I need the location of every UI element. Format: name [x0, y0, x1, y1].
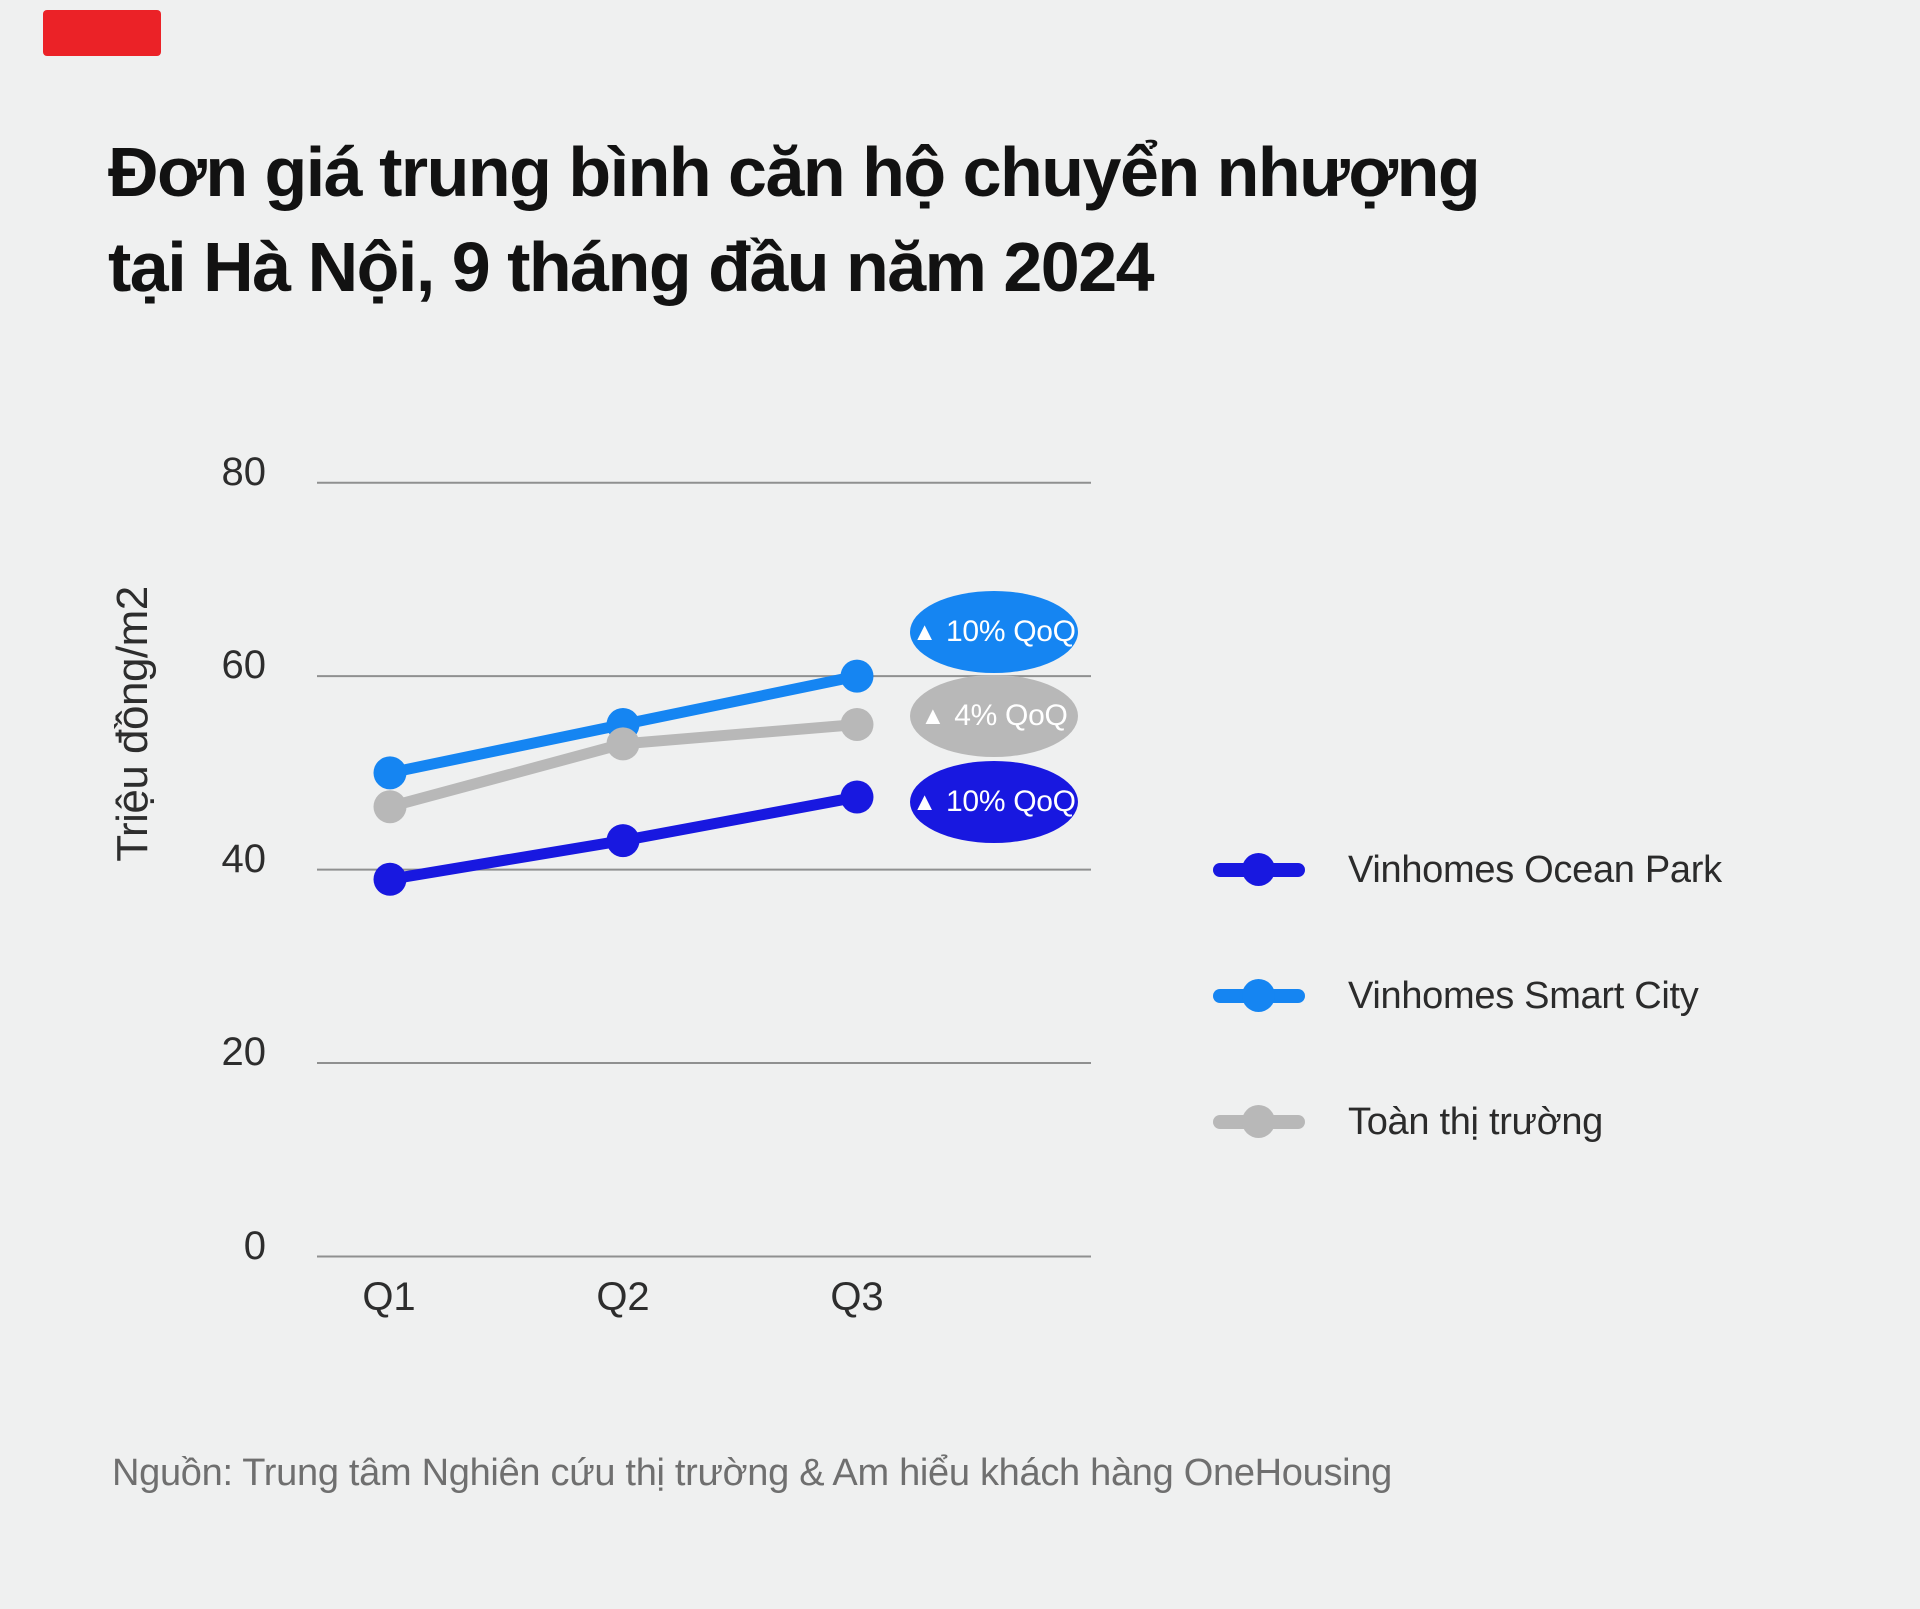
y-tick-label-20: 20: [221, 1030, 267, 1074]
data-point: [606, 824, 640, 858]
legend-label: Vinhomes Smart City: [1348, 975, 1699, 1017]
qoq-badge-market: ▲ 4% QoQ: [910, 675, 1078, 757]
qoq-badge-label: 10% QoQ: [946, 785, 1076, 818]
source-caption: Nguồn: Trung tâm Nghiên cứu thị trường &…: [112, 1452, 1392, 1494]
data-point: [840, 708, 874, 742]
data-point: [840, 659, 874, 693]
page-title-line-2: tại Hà Nội, 9 tháng đầu năm 2024: [108, 228, 1155, 306]
up-triangle-icon: ▲: [912, 617, 938, 646]
page-title: Đơn giá trung bình căn hộ chuyển nhượng …: [108, 125, 1481, 315]
x-tick-label-q2: Q2: [596, 1275, 650, 1319]
x-tick-label-q1: Q1: [362, 1275, 416, 1319]
qoq-badge-label: 4% QoQ: [954, 699, 1068, 732]
data-point: [373, 862, 407, 896]
legend-line-dot-marker: [1213, 979, 1305, 1013]
qoq-badge-smart-city: ▲ 10% QoQ: [910, 591, 1078, 673]
legend-line-dot-marker: [1213, 853, 1305, 887]
y-tick-label-60: 60: [221, 643, 267, 687]
data-point: [373, 756, 407, 790]
y-tick-label-0: 0: [243, 1224, 266, 1268]
legend-label: Vinhomes Ocean Park: [1348, 849, 1722, 891]
legend-label: Toàn thị trường: [1348, 1101, 1603, 1143]
y-tick-label-80: 80: [221, 450, 267, 494]
qoq-badge-label: 10% QoQ: [946, 615, 1076, 648]
x-tick-label-q3: Q3: [830, 1275, 884, 1319]
data-point: [606, 727, 640, 761]
up-triangle-icon: ▲: [920, 701, 946, 730]
brand-logo-mark: [43, 10, 161, 56]
y-tick-label-40: 40: [221, 837, 267, 881]
legend-line-dot-marker: [1213, 1105, 1305, 1139]
up-triangle-icon: ▲: [912, 787, 938, 816]
data-point: [840, 780, 874, 814]
page-title-line-1: Đơn giá trung bình căn hộ chuyển nhượng: [108, 133, 1481, 211]
data-point: [373, 790, 407, 824]
qoq-badge-ocean-park: ▲ 10% QoQ: [910, 761, 1078, 843]
